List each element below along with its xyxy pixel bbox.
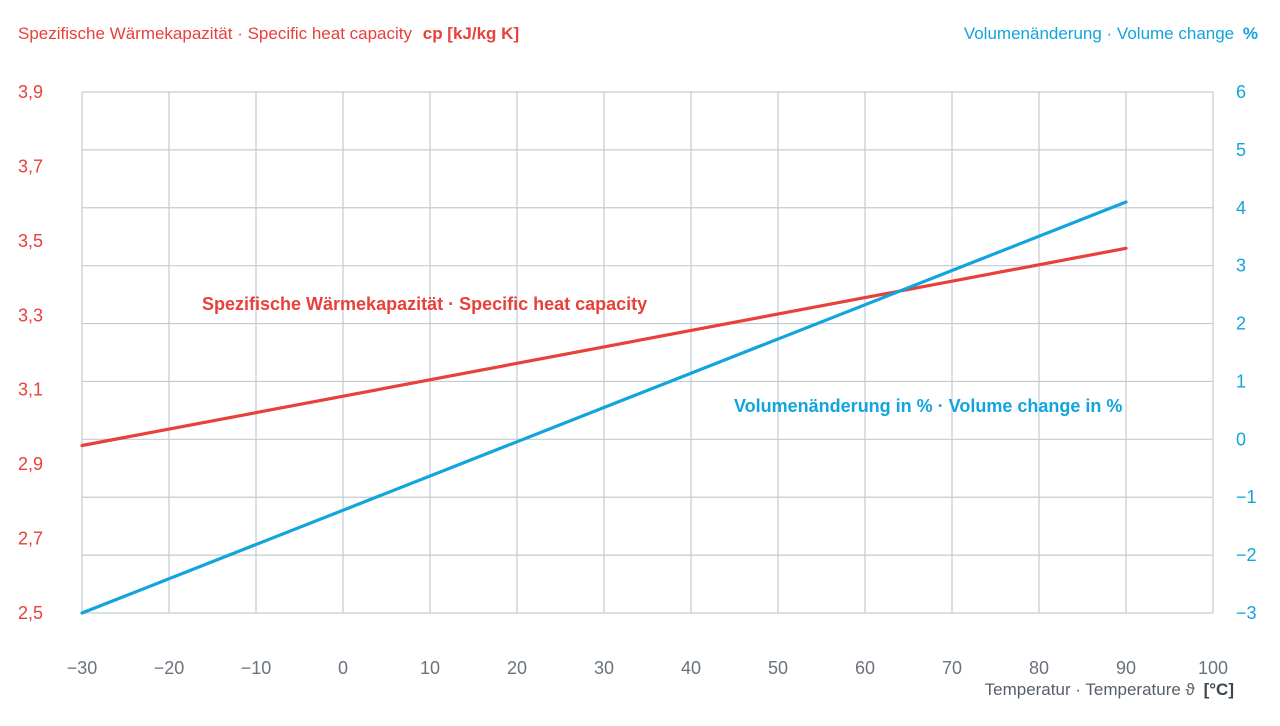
series-label-volume-change: Volumenänderung in % · Volume change in … [734, 396, 1122, 416]
left-axis-tick-label: 3,7 [18, 156, 43, 176]
right-axis-tick-label: 4 [1236, 198, 1246, 218]
right-axis-tick-label: 3 [1236, 256, 1246, 276]
grid [81, 91, 1214, 614]
left-axis-tick-label: 3,9 [18, 82, 43, 102]
right-axis-tick-label: −1 [1236, 487, 1257, 507]
left-axis-tick-label: 2,7 [18, 529, 43, 549]
left-axis-title: Spezifische Wärmekapazität · Specific he… [18, 24, 519, 44]
series-line-volume-change [80, 200, 1128, 615]
x-tick-label: 10 [420, 658, 440, 678]
x-axis-label: Temperatur · Temperature ϑ [984, 680, 1195, 699]
x-tick-label: 60 [855, 658, 875, 678]
x-tick-label: −30 [67, 658, 98, 678]
right-axis-tick-label: −3 [1236, 603, 1257, 623]
x-tick-label: 50 [768, 658, 788, 678]
x-tick-label: 80 [1029, 658, 1049, 678]
ticks: −30 −20 −10 0 10 20 30 40 50 60 70 80 90 100−3−2−1012… [18, 82, 1257, 678]
left-axis-label: Spezifische Wärmekapazität · Specific he… [18, 24, 413, 43]
right-axis-tick-label: 6 [1236, 82, 1246, 102]
left-axis-tick-label: 2,5 [18, 603, 43, 623]
series-label-heat-capacity: Spezifische Wärmekapazität · Specific he… [202, 294, 647, 314]
left-axis-tick-label: 3,3 [18, 305, 43, 325]
x-tick-label: 100 [1198, 658, 1228, 678]
left-axis-tick-label: 3,5 [18, 231, 43, 251]
right-axis-tick-label: 2 [1236, 314, 1246, 334]
series-line-heat-capacity [80, 246, 1128, 448]
x-tick-label: 70 [942, 658, 962, 678]
right-axis-tick-label: 5 [1236, 140, 1246, 160]
x-tick-label: 40 [681, 658, 701, 678]
left-axis-unit: cp [kJ/kg K] [422, 24, 520, 43]
right-axis-tick-label: 0 [1236, 429, 1246, 449]
x-tick-label: 20 [507, 658, 527, 678]
right-axis-tick-label: 1 [1236, 371, 1246, 391]
left-axis-tick-label: 3,1 [18, 380, 43, 400]
x-axis-title: Temperatur · Temperature ϑ [°C] [985, 680, 1234, 700]
x-axis-unit: [°C] [1203, 680, 1234, 699]
x-tick-label: 30 [594, 658, 614, 678]
x-tick-label: −20 [154, 658, 185, 678]
right-axis-title: Volumenänderung · Volume change % [964, 24, 1258, 44]
x-tick-label: 90 [1116, 658, 1136, 678]
right-axis-label: Volumenänderung · Volume change [963, 24, 1235, 43]
series-lines [80, 200, 1128, 615]
right-axis-tick-label: −2 [1236, 545, 1257, 565]
x-tick-label: 0 [338, 658, 348, 678]
right-axis-unit: % [1242, 24, 1258, 43]
left-axis-tick-label: 2,9 [18, 454, 43, 474]
x-tick-label: −10 [241, 658, 272, 678]
